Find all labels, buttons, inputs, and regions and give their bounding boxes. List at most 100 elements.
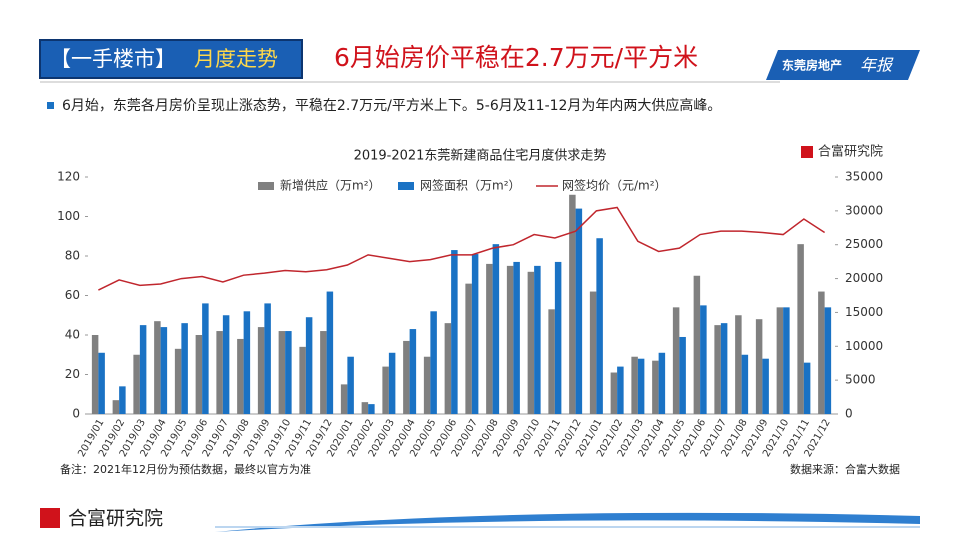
bar bbox=[257, 327, 265, 414]
bar bbox=[534, 265, 541, 414]
section-title: 【一手楼市】 bbox=[50, 47, 176, 71]
bar bbox=[299, 346, 306, 414]
bar bbox=[672, 307, 680, 414]
bullet-text: 6月始，东莞各月房价呈现止涨态势，平稳在2.7万元/平方米上下。5-6月及11-… bbox=[62, 97, 721, 114]
footer-swoosh bbox=[215, 512, 920, 532]
bar bbox=[700, 305, 707, 414]
bar bbox=[174, 348, 182, 414]
y2-tick-label: 30000 bbox=[845, 203, 883, 217]
y-tick-label: 120 bbox=[57, 170, 80, 184]
legend-swatch bbox=[258, 182, 274, 190]
bar bbox=[783, 307, 790, 414]
bar bbox=[554, 261, 562, 414]
bar bbox=[409, 329, 417, 414]
bar bbox=[243, 311, 251, 414]
bar bbox=[237, 338, 244, 414]
bar bbox=[382, 366, 389, 414]
y-tick-label: 100 bbox=[57, 209, 80, 223]
bar bbox=[818, 291, 825, 414]
bar bbox=[403, 340, 410, 414]
y-tick-label: 80 bbox=[65, 249, 80, 263]
y2-tick-label: 10000 bbox=[845, 339, 883, 353]
bar bbox=[326, 291, 334, 414]
bar bbox=[658, 352, 666, 414]
y2-tick-label: 35000 bbox=[845, 170, 883, 184]
bar bbox=[762, 358, 769, 414]
y2-tick-label: 0 bbox=[845, 407, 853, 421]
price-line bbox=[98, 206, 826, 291]
y-tick-label: 40 bbox=[65, 328, 80, 342]
y2-tick-label: 5000 bbox=[845, 373, 876, 387]
bar bbox=[451, 250, 458, 414]
bar bbox=[430, 311, 437, 414]
bar bbox=[513, 261, 520, 414]
legend-label: 网签面积（万m²） bbox=[420, 178, 521, 193]
bar bbox=[735, 315, 742, 414]
y2-tick-label: 25000 bbox=[845, 237, 883, 251]
brand: 合富研究院 bbox=[818, 144, 883, 160]
y2-tick-label: 15000 bbox=[845, 305, 883, 319]
bar bbox=[693, 275, 701, 414]
bar bbox=[776, 307, 784, 414]
bar bbox=[617, 366, 624, 414]
bar bbox=[139, 325, 147, 414]
bar bbox=[610, 372, 618, 414]
bar bbox=[486, 263, 493, 414]
bar bbox=[285, 331, 292, 414]
source: 数据来源：合富大数据 bbox=[790, 462, 900, 476]
bar bbox=[98, 352, 105, 414]
legend-swatch bbox=[398, 182, 414, 190]
bar bbox=[637, 358, 645, 414]
y-tick-label: 0 bbox=[72, 407, 80, 421]
bar bbox=[320, 331, 327, 414]
badge-text: 东莞房地产 bbox=[782, 58, 842, 73]
bar bbox=[444, 323, 452, 414]
footnote: 备注：2021年12月份为预估数据，最终以官方为准 bbox=[60, 462, 311, 476]
bar bbox=[506, 265, 514, 414]
bar bbox=[755, 319, 763, 414]
y-tick-label: 60 bbox=[65, 288, 80, 302]
bar bbox=[91, 335, 99, 414]
bar bbox=[278, 331, 286, 414]
legend-label: 网签均价（元/m²） bbox=[562, 178, 667, 193]
badge bbox=[766, 50, 920, 80]
bar bbox=[589, 291, 597, 414]
bar bbox=[741, 354, 749, 414]
bar bbox=[388, 352, 396, 414]
bar bbox=[720, 323, 728, 414]
bar bbox=[154, 321, 161, 414]
bar bbox=[368, 404, 375, 414]
section-subtitle: 月度走势 bbox=[194, 47, 278, 71]
bar bbox=[492, 244, 500, 414]
brand-logo bbox=[801, 146, 813, 158]
bar bbox=[575, 208, 583, 414]
bar bbox=[465, 283, 472, 414]
y-tick-label: 20 bbox=[65, 367, 80, 381]
chart-title: 2019-2021东莞新建商品住宅月度供求走势 bbox=[354, 148, 607, 164]
bar bbox=[202, 303, 209, 414]
legend-label: 新增供应（万m²） bbox=[280, 178, 381, 193]
footer-logo bbox=[40, 508, 60, 528]
bar bbox=[679, 336, 686, 414]
bar bbox=[527, 271, 535, 414]
section-box bbox=[39, 39, 303, 79]
bar bbox=[347, 356, 354, 414]
bar bbox=[195, 335, 203, 414]
bar bbox=[569, 194, 576, 414]
bar bbox=[548, 309, 555, 414]
bar bbox=[216, 331, 223, 414]
badge-subtext: 年报 bbox=[860, 56, 894, 75]
bar bbox=[361, 402, 369, 414]
bar bbox=[181, 323, 188, 414]
bar bbox=[824, 307, 832, 414]
bar bbox=[471, 254, 479, 414]
bar bbox=[119, 386, 126, 414]
headline: 6月始房价平稳在2.7万元/平方米 bbox=[334, 43, 698, 72]
bar bbox=[797, 244, 804, 414]
bar bbox=[803, 362, 811, 414]
bar bbox=[340, 384, 348, 414]
bar bbox=[652, 360, 659, 414]
bar bbox=[596, 238, 603, 414]
bar bbox=[133, 354, 140, 414]
